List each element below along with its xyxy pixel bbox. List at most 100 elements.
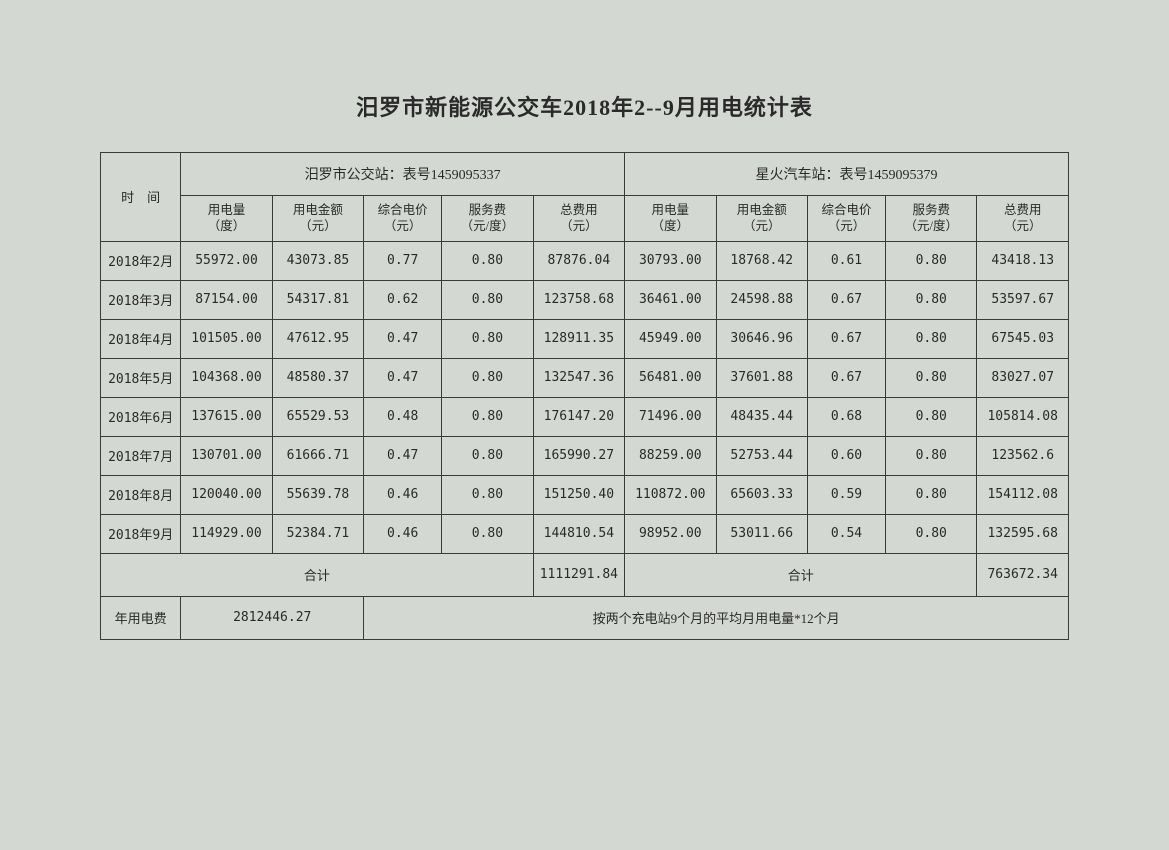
s2-cell: 30646.96 [716, 319, 807, 358]
s2-cell: 0.80 [886, 358, 977, 397]
s1-cell: 0.80 [442, 280, 533, 319]
s1-cell: 130701.00 [181, 436, 272, 475]
time-cell: 2018年9月 [101, 514, 181, 553]
s1-cell: 0.47 [364, 358, 442, 397]
s2-cell: 37601.88 [716, 358, 807, 397]
col-usage-2: 用电量（度） [625, 196, 716, 242]
annual-note: 按两个充电站9个月的平均月用电量*12个月 [364, 596, 1069, 639]
s1-cell: 0.48 [364, 397, 442, 436]
s1-cell: 120040.00 [181, 475, 272, 514]
col-amount-2: 用电金额（元） [716, 196, 807, 242]
s2-cell: 53597.67 [977, 280, 1069, 319]
table-row: 2018年4月101505.0047612.950.470.80128911.3… [101, 319, 1069, 358]
station1-header: 汨罗市公交站：表号1459095337 [181, 153, 625, 196]
s1-cell: 101505.00 [181, 319, 272, 358]
s1-cell: 55639.78 [272, 475, 363, 514]
table-row: 2018年6月137615.0065529.530.480.80176147.2… [101, 397, 1069, 436]
s2-cell: 0.59 [807, 475, 885, 514]
s1-cell: 0.46 [364, 514, 442, 553]
s2-cell: 110872.00 [625, 475, 716, 514]
s1-cell: 0.80 [442, 514, 533, 553]
time-header: 时 间 [101, 153, 181, 242]
s1-cell: 165990.27 [533, 436, 624, 475]
s1-cell: 0.62 [364, 280, 442, 319]
station2-header: 星火汽车站：表号1459095379 [625, 153, 1069, 196]
s1-cell: 61666.71 [272, 436, 363, 475]
s1-cell: 137615.00 [181, 397, 272, 436]
s1-cell: 123758.68 [533, 280, 624, 319]
s1-cell: 151250.40 [533, 475, 624, 514]
s1-cell: 0.80 [442, 241, 533, 280]
s1-cell: 52384.71 [272, 514, 363, 553]
time-cell: 2018年3月 [101, 280, 181, 319]
s2-cell: 83027.07 [977, 358, 1069, 397]
s2-cell: 98952.00 [625, 514, 716, 553]
col-total-2: 总费用（元） [977, 196, 1069, 242]
col-fee-2: 服务费（元/度） [886, 196, 977, 242]
table-row: 2018年9月114929.0052384.710.460.80144810.5… [101, 514, 1069, 553]
s1-cell: 87154.00 [181, 280, 272, 319]
time-cell: 2018年2月 [101, 241, 181, 280]
s1-cell: 0.46 [364, 475, 442, 514]
col-price-1: 综合电价（元） [364, 196, 442, 242]
time-cell: 2018年5月 [101, 358, 181, 397]
col-amount-1: 用电金额（元） [272, 196, 363, 242]
subtotal1-label: 合计 [101, 553, 534, 596]
s1-cell: 0.80 [442, 319, 533, 358]
s1-cell: 0.80 [442, 475, 533, 514]
s1-cell: 0.77 [364, 241, 442, 280]
s2-cell: 48435.44 [716, 397, 807, 436]
s1-cell: 0.80 [442, 436, 533, 475]
s2-cell: 0.67 [807, 280, 885, 319]
s1-cell: 114929.00 [181, 514, 272, 553]
s2-cell: 0.60 [807, 436, 885, 475]
s2-cell: 36461.00 [625, 280, 716, 319]
col-fee-1: 服务费（元/度） [442, 196, 533, 242]
s1-cell: 47612.95 [272, 319, 363, 358]
table-row: 2018年7月130701.0061666.710.470.80165990.2… [101, 436, 1069, 475]
s2-cell: 0.80 [886, 475, 977, 514]
s1-cell: 87876.04 [533, 241, 624, 280]
table-row: 2018年2月55972.0043073.850.770.8087876.043… [101, 241, 1069, 280]
s2-cell: 53011.66 [716, 514, 807, 553]
s2-cell: 0.80 [886, 280, 977, 319]
s2-cell: 30793.00 [625, 241, 716, 280]
s1-cell: 0.80 [442, 397, 533, 436]
s2-cell: 0.54 [807, 514, 885, 553]
s2-cell: 67545.03 [977, 319, 1069, 358]
table-row: 2018年5月104368.0048580.370.470.80132547.3… [101, 358, 1069, 397]
s2-cell: 52753.44 [716, 436, 807, 475]
subtotal2-value: 763672.34 [977, 553, 1069, 596]
table-row: 2018年3月87154.0054317.810.620.80123758.68… [101, 280, 1069, 319]
s2-cell: 0.80 [886, 397, 977, 436]
s2-cell: 71496.00 [625, 397, 716, 436]
s1-cell: 54317.81 [272, 280, 363, 319]
time-cell: 2018年6月 [101, 397, 181, 436]
s2-cell: 0.61 [807, 241, 885, 280]
s2-cell: 0.80 [886, 319, 977, 358]
col-total-1: 总费用（元） [533, 196, 624, 242]
s2-cell: 56481.00 [625, 358, 716, 397]
s1-cell: 55972.00 [181, 241, 272, 280]
s2-cell: 0.80 [886, 514, 977, 553]
s1-cell: 48580.37 [272, 358, 363, 397]
time-cell: 2018年7月 [101, 436, 181, 475]
s2-cell: 105814.08 [977, 397, 1069, 436]
s2-cell: 0.80 [886, 436, 977, 475]
col-usage-1: 用电量（度） [181, 196, 272, 242]
s2-cell: 18768.42 [716, 241, 807, 280]
s1-cell: 104368.00 [181, 358, 272, 397]
s1-cell: 144810.54 [533, 514, 624, 553]
s2-cell: 45949.00 [625, 319, 716, 358]
s2-cell: 24598.88 [716, 280, 807, 319]
s1-cell: 128911.35 [533, 319, 624, 358]
s2-cell: 132595.68 [977, 514, 1069, 553]
s1-cell: 43073.85 [272, 241, 363, 280]
s2-cell: 0.67 [807, 358, 885, 397]
page-title: 汨罗市新能源公交车2018年2--9月用电统计表 [100, 90, 1069, 122]
s2-cell: 65603.33 [716, 475, 807, 514]
s2-cell: 0.67 [807, 319, 885, 358]
s2-cell: 88259.00 [625, 436, 716, 475]
s1-cell: 0.80 [442, 358, 533, 397]
time-cell: 2018年8月 [101, 475, 181, 514]
